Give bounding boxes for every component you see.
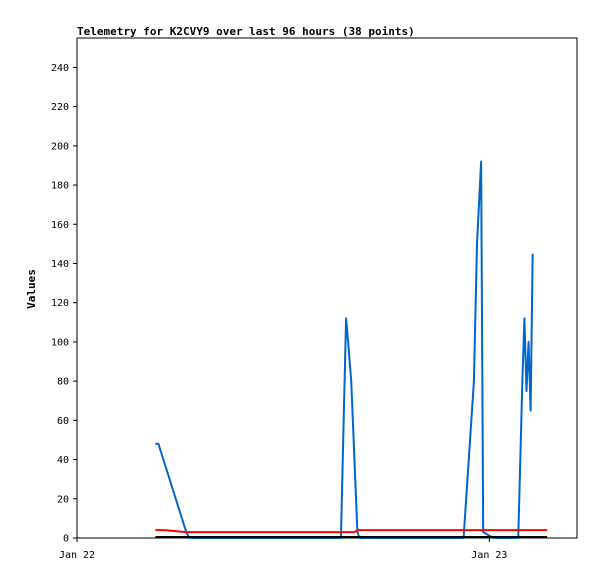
x-tick-label: Jan 22 xyxy=(59,550,95,561)
plot-frame xyxy=(76,37,578,539)
x-axis: Jan 22 Jan 23 xyxy=(59,538,507,561)
series-line-1 xyxy=(155,160,534,539)
plot-series xyxy=(155,160,548,539)
y-axis: 0 20 40 60 80 100 120 140 160 180 200 220 240 xyxy=(51,63,77,545)
y-axis-label: Values xyxy=(25,269,38,309)
series-line-2 xyxy=(155,529,548,534)
y-tick-label: 20 xyxy=(57,494,69,505)
y-tick-label: 40 xyxy=(57,455,69,466)
y-tick-label: 80 xyxy=(57,377,69,388)
chart-title: Telemetry for K2CVY9 over last 96 hours … xyxy=(77,25,415,38)
y-tick-label: 140 xyxy=(51,259,69,270)
y-tick-label: 180 xyxy=(51,181,69,192)
y-tick-label: 160 xyxy=(51,220,69,231)
x-tick-label: Jan 23 xyxy=(471,550,507,561)
y-tick-label: 220 xyxy=(51,102,69,113)
y-tick-label: 200 xyxy=(51,141,69,152)
y-tick-label: 60 xyxy=(57,416,69,427)
y-tick-label: 120 xyxy=(51,298,69,309)
y-tick-label: 0 xyxy=(63,534,69,545)
y-tick-label: 100 xyxy=(51,337,69,348)
y-tick-label: 240 xyxy=(51,63,69,74)
